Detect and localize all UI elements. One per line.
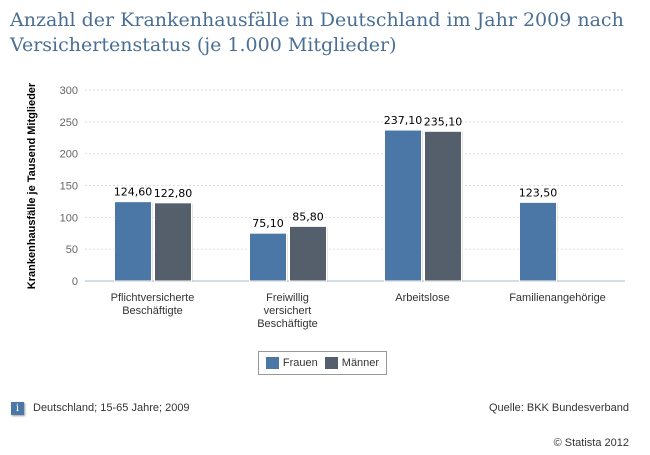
- data-label: 237,10: [384, 114, 423, 127]
- y-tick-label: 300: [60, 85, 78, 97]
- x-tick-label: Beschäftigte: [122, 305, 183, 317]
- legend-label-maenner: Männer: [341, 357, 380, 369]
- y-tick-label: 250: [60, 117, 78, 129]
- bar-frauen[interactable]: [114, 201, 152, 282]
- data-label: 75,10: [252, 217, 284, 230]
- x-tick-label: Freiwillig: [266, 292, 309, 304]
- y-axis-label: Krankenhausfälle je Tausend Mitglieder: [26, 82, 38, 289]
- data-label: 123,50: [519, 186, 558, 199]
- bar-frauen[interactable]: [519, 201, 557, 282]
- legend-swatch-frauen: [265, 357, 279, 369]
- y-tick-label: 200: [60, 149, 78, 161]
- data-label: 124,60: [114, 186, 153, 199]
- x-tick-label: Arbeitslose: [395, 292, 449, 304]
- legend-swatch-maenner: [324, 357, 338, 369]
- bar-männer[interactable]: [289, 225, 327, 282]
- x-tick-label: Familienangehörige: [509, 292, 606, 304]
- x-tick-label: Beschäftigte: [257, 318, 318, 330]
- data-label: 85,80: [292, 210, 324, 223]
- source-label[interactable]: Quelle: BKK Bundesverband: [488, 402, 629, 414]
- x-tick-label: Pflichtversicherte: [111, 292, 195, 304]
- y-tick-label: 0: [72, 276, 78, 288]
- bar-frauen[interactable]: [384, 129, 422, 282]
- legend[interactable]: Frauen Männer: [258, 351, 387, 375]
- legend-label-frauen: Frauen: [282, 357, 318, 369]
- footer-note: Deutschland; 15-65 Jahre; 2009: [33, 402, 190, 414]
- copyright: © Statista 2012: [553, 437, 629, 449]
- chart-title: Anzahl der Krankenhausfälle in Deutschla…: [10, 9, 624, 56]
- bar-chart: 0 50 100 150 200 250 300 Krankenhausfälle je Ta…: [26, 82, 625, 330]
- bar-männer[interactable]: [154, 202, 192, 282]
- y-tick-label: 100: [60, 212, 78, 224]
- info-icon[interactable]: i: [11, 402, 24, 415]
- x-tick-label: versichert: [264, 305, 312, 317]
- data-label: 122,80: [154, 187, 193, 200]
- bar-männer[interactable]: [424, 130, 462, 282]
- bar-frauen[interactable]: [249, 232, 287, 282]
- y-tick-label: 50: [66, 244, 78, 256]
- y-tick-label: 150: [60, 181, 78, 193]
- data-label: 235,10: [424, 115, 463, 128]
